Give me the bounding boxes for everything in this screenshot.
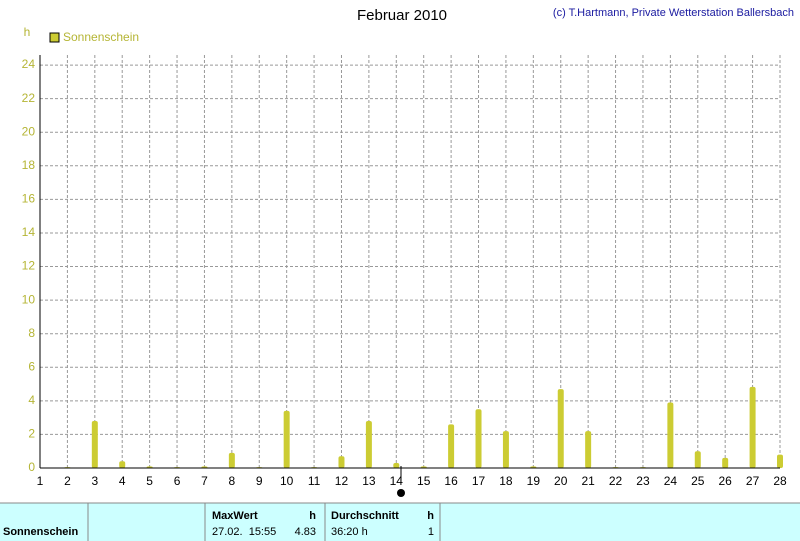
bar [749,386,756,468]
x-tick-label: 6 [174,474,181,488]
x-tick-label: 13 [362,474,376,488]
cursor-marker [397,489,405,497]
row-label: Sonnenschein [3,526,78,538]
y-tick-label: 24 [22,57,36,71]
x-tick-label: 28 [773,474,787,488]
bar [502,431,509,468]
bar [393,462,400,468]
cell: 27.02. 15:55 [212,526,276,538]
y-axis-label: h [24,25,31,39]
x-tick-label: 23 [636,474,650,488]
bar [338,456,345,468]
header: h [427,510,434,522]
bar [694,451,701,468]
cell: 1 [428,526,434,538]
x-tick-label: 21 [581,474,595,488]
x-tick-label: 7 [201,474,208,488]
bar [585,431,592,468]
legend-swatch [49,32,60,43]
cell: 36:20 h [331,526,368,538]
x-tick-label: 1 [37,474,44,488]
x-tick-label: 3 [91,474,98,488]
y-tick-label: 6 [28,359,35,373]
x-tick-label: 20 [554,474,568,488]
bar [119,461,126,468]
x-tick-label: 18 [499,474,513,488]
y-tick-label: 20 [22,124,36,138]
x-tick-label: 17 [472,474,486,488]
y-tick-label: 10 [22,292,36,306]
x-tick-label: 16 [444,474,458,488]
x-tick-label: 22 [609,474,623,488]
y-tick-label: 12 [22,259,36,273]
x-tick-label: 8 [229,474,236,488]
legend-label: Sonnenschein [63,30,139,44]
x-tick-label: 10 [280,474,294,488]
y-tick-label: 0 [28,460,35,474]
x-tick-label: 27 [746,474,760,488]
x-tick-label: 15 [417,474,431,488]
y-tick-label: 2 [28,427,35,441]
x-tick-label: 5 [146,474,153,488]
cell: 4.83 [295,526,316,538]
bar [448,424,455,468]
bar [777,454,783,468]
header: h [309,510,316,522]
chart-title: Februar 2010 [357,7,447,24]
bar [722,457,729,468]
x-tick-label: 4 [119,474,126,488]
bar [283,410,290,468]
x-tick-label: 19 [527,474,541,488]
x-tick-label: 24 [664,474,678,488]
y-tick-label: 22 [22,91,36,105]
y-tick-label: 14 [22,225,36,239]
bar [228,452,235,468]
bar [557,389,564,468]
table-background [0,503,800,541]
x-tick-label: 14 [390,474,404,488]
bar [365,420,372,468]
bar [667,402,674,468]
x-tick-label: 26 [719,474,733,488]
y-tick-label: 4 [28,393,35,407]
y-tick-label: 8 [28,326,35,340]
header: MaxWert [212,510,258,522]
header: Durchschnitt [331,510,399,522]
x-tick-label: 2 [64,474,71,488]
x-tick-label: 12 [335,474,349,488]
x-tick-label: 11 [308,474,321,488]
bar [475,409,482,468]
x-tick-label: 25 [691,474,705,488]
x-tick-label: 9 [256,474,263,488]
credit: (c) T.Hartmann, Private Wetterstation Ba… [553,7,794,19]
y-tick-label: 16 [22,192,36,206]
y-tick-label: 18 [22,158,36,172]
bar [91,420,98,468]
